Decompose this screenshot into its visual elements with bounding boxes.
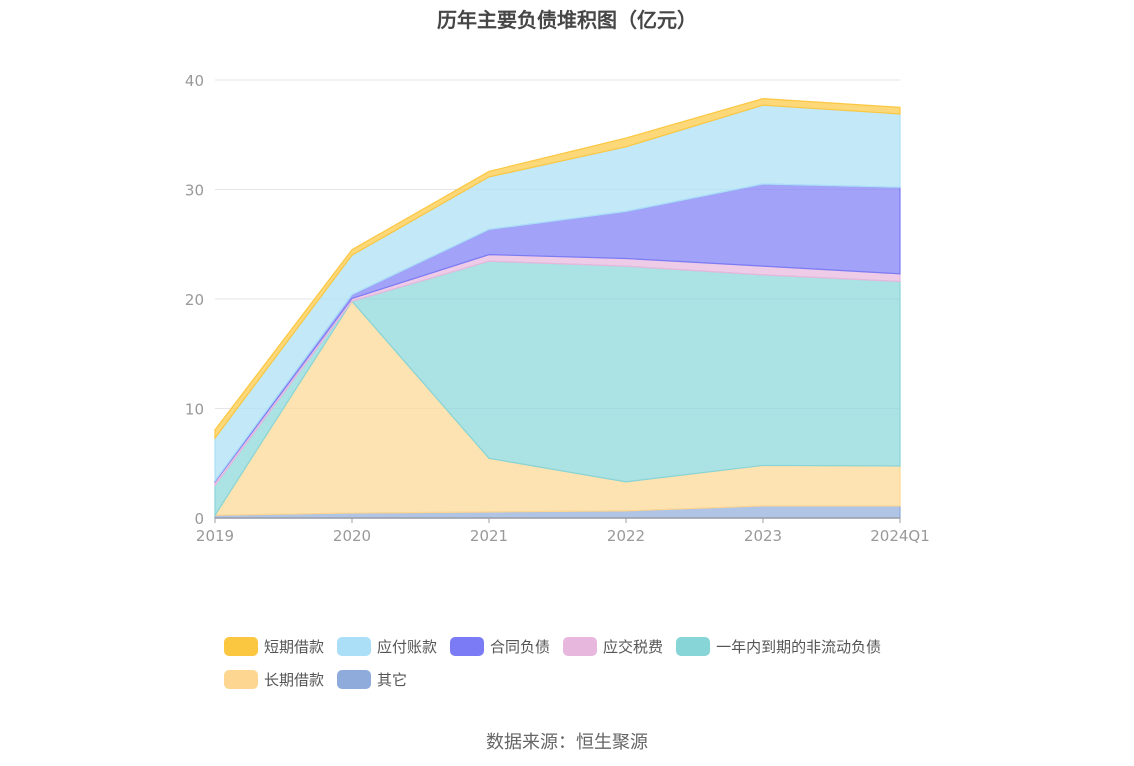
legend: 短期借款 应付账款 合同负债 应交税费 一年内到期的非流动负债 长期借款 其它: [224, 630, 944, 696]
legend-swatch: [337, 637, 372, 656]
y-tick-label: 0: [194, 510, 204, 528]
legend-item-other[interactable]: 其它: [337, 669, 407, 690]
legend-swatch: [563, 637, 598, 656]
y-tick-label: 10: [185, 401, 204, 419]
legend-swatch: [337, 670, 372, 689]
legend-row-2: 长期借款 其它: [224, 663, 944, 696]
x-tick-label: 2020: [333, 527, 371, 545]
legend-item-current-portion-noncurrent[interactable]: 一年内到期的非流动负债: [676, 636, 881, 657]
legend-item-short-term-loans[interactable]: 短期借款: [224, 636, 324, 657]
legend-swatch: [450, 637, 485, 656]
legend-label: 其它: [377, 671, 408, 689]
y-tick-label: 20: [185, 291, 204, 309]
x-tick-label: 2024Q1: [870, 527, 930, 545]
legend-item-accounts-payable[interactable]: 应付账款: [337, 636, 437, 657]
legend-item-contract-liabilities[interactable]: 合同负债: [450, 636, 550, 657]
chart-title: 历年主要负债堆积图（亿元）: [437, 8, 697, 32]
legend-label: 短期借款: [264, 638, 325, 656]
y-tick-label: 40: [185, 72, 204, 90]
x-tick-label: 2019: [196, 527, 234, 545]
legend-label: 一年内到期的非流动负债: [716, 638, 882, 656]
legend-item-taxes-payable[interactable]: 应交税费: [563, 636, 663, 657]
x-tick-label: 2023: [744, 527, 782, 545]
x-tick-label: 2022: [607, 527, 645, 545]
legend-label: 应付账款: [377, 638, 438, 656]
legend-swatch: [224, 637, 258, 656]
y-tick-label: 30: [185, 182, 204, 200]
legend-swatch: [224, 670, 258, 689]
legend-row-1: 短期借款 应付账款 合同负债 应交税费 一年内到期的非流动负债: [224, 630, 944, 663]
data-source-note: 数据来源：恒生聚源: [486, 732, 648, 753]
legend-item-long-term-loans[interactable]: 长期借款: [224, 669, 324, 690]
series-area: [214, 98, 901, 440]
x-tick-label: 2021: [470, 527, 508, 545]
legend-label: 合同负债: [490, 638, 551, 656]
stacked-area-chart: 0 10 20 30 40 2019 2020 2021 2022 2023 2024Q1: [185, 72, 930, 545]
legend-label: 长期借款: [264, 671, 325, 689]
legend-label: 应交税费: [603, 638, 664, 656]
legend-swatch: [676, 637, 711, 656]
